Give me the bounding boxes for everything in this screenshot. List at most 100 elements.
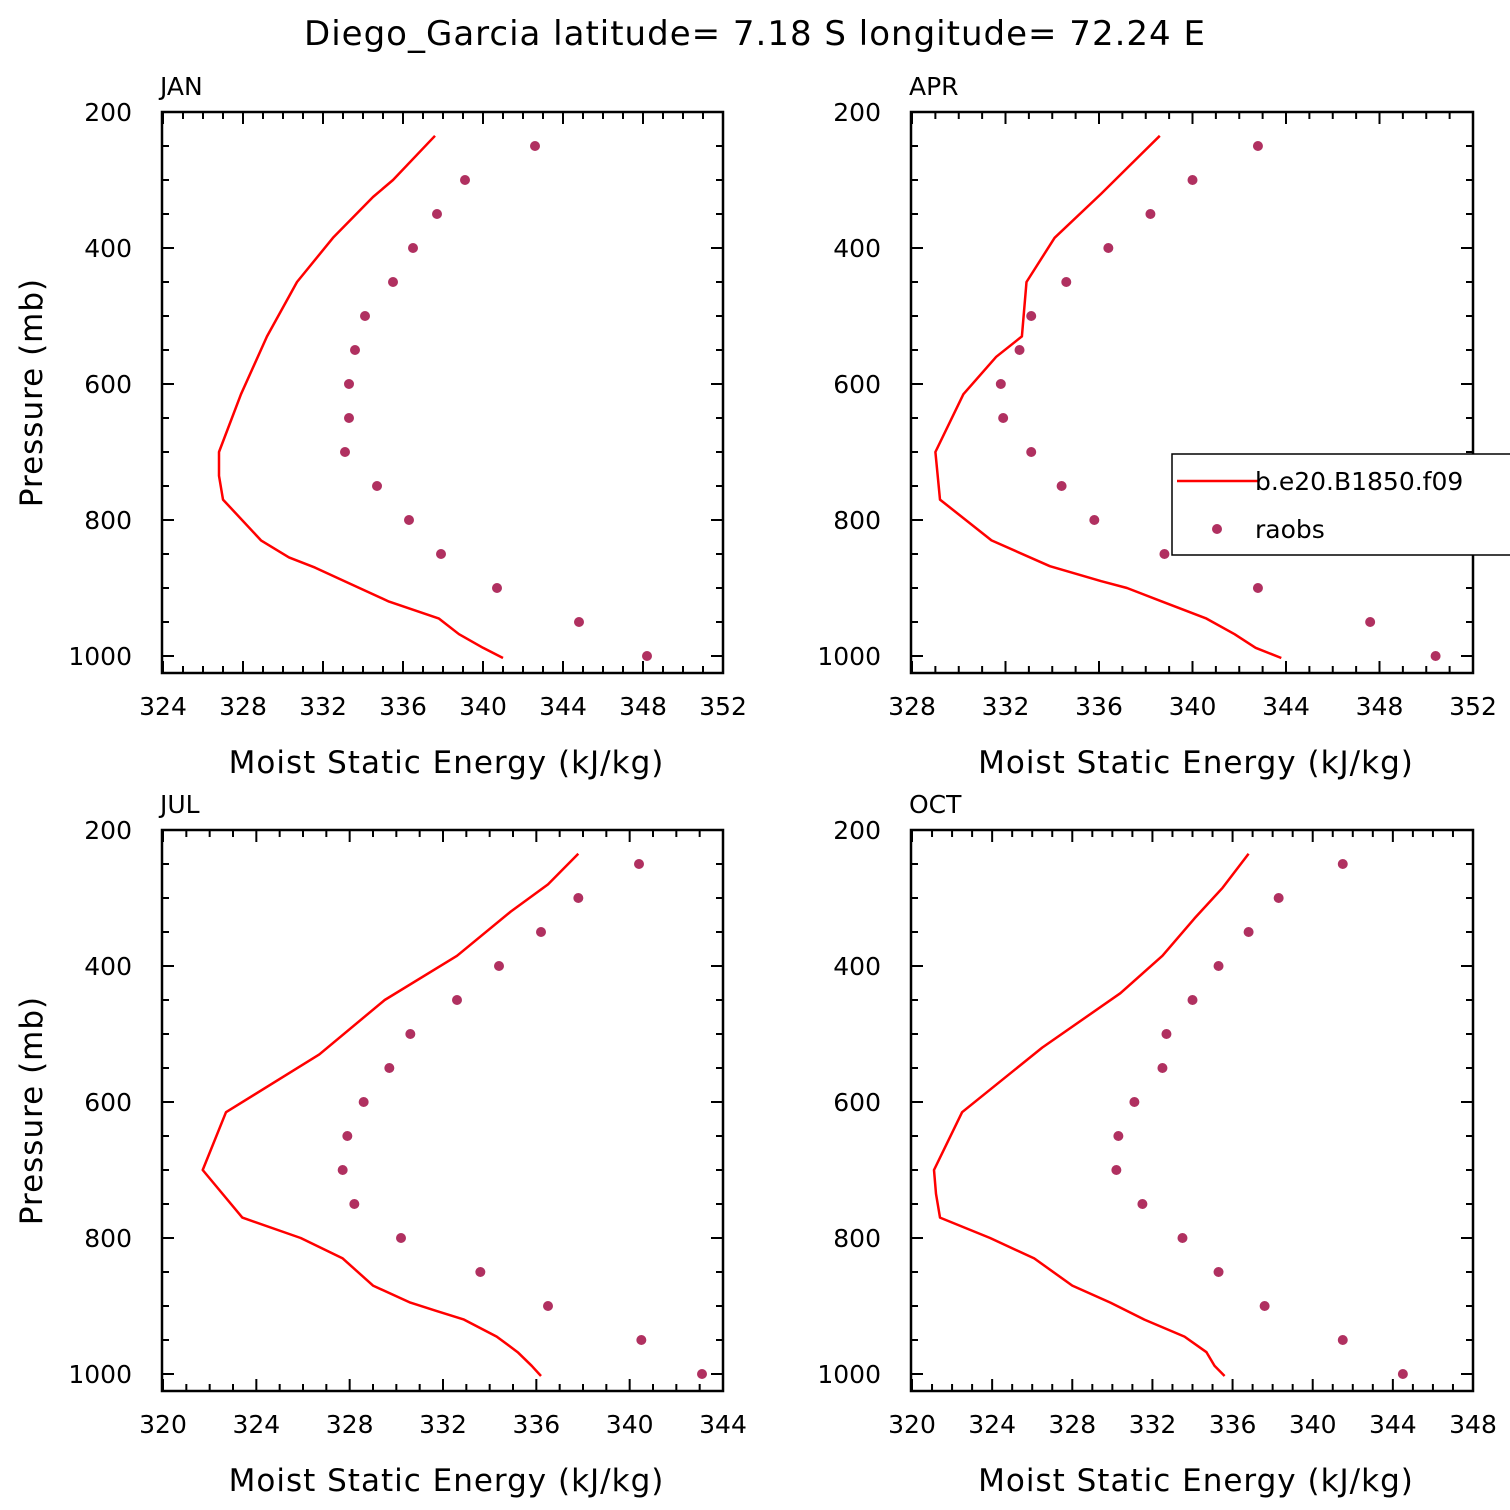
panel-jul: 320 324 328 332 336 340 344 200 400 600 800 1000 JUL… <box>14 790 747 1499</box>
x-axis-label: Moist Static Energy (kJ/kg) <box>229 1463 665 1499</box>
y-tick-label: 1000 <box>68 642 132 671</box>
y-tick-label: 400 <box>84 234 132 263</box>
obs-point <box>460 175 470 185</box>
y-tick-label: 400 <box>833 234 881 263</box>
obs-point <box>1159 549 1170 559</box>
obs-point <box>494 961 504 971</box>
x-tick-label: 320 <box>888 1410 936 1439</box>
obs-point <box>344 379 354 389</box>
legend-entry-obs: raobs <box>1255 515 1325 544</box>
x-tick-label: 336 <box>512 1410 560 1439</box>
x-tick-label: 336 <box>1075 692 1123 721</box>
obs-point <box>340 447 350 457</box>
x-tick-label: 348 <box>1356 692 1404 721</box>
y-tick-label: 200 <box>833 98 881 127</box>
y-tick-label: 1000 <box>817 642 881 671</box>
obs-point <box>1137 1199 1148 1209</box>
x-tick-label: 324 <box>232 1410 280 1439</box>
obs-point <box>1111 1165 1122 1175</box>
y-tick-label: 200 <box>84 98 132 127</box>
obs-point <box>642 651 652 661</box>
x-tick-label: 344 <box>539 692 587 721</box>
x-tick-label: 352 <box>699 692 747 721</box>
obs-point <box>432 209 442 219</box>
y-tick-label: 400 <box>84 952 132 981</box>
obs-point <box>1014 345 1025 355</box>
obs-point <box>573 893 584 903</box>
x-tick-label: 348 <box>619 692 667 721</box>
x-tick-label: 332 <box>982 692 1030 721</box>
y-tick-label: 400 <box>833 952 881 981</box>
obs-point <box>1026 447 1037 457</box>
obs-point <box>1177 1233 1188 1243</box>
obs-point <box>344 413 354 423</box>
x-tick-label: 320 <box>139 1410 187 1439</box>
obs-point <box>436 549 446 559</box>
obs-point <box>530 141 540 151</box>
x-axis-label: Moist Static Energy (kJ/kg) <box>978 1463 1414 1499</box>
obs-point <box>1089 515 1100 525</box>
x-tick-label: 340 <box>606 1410 654 1439</box>
x-tick-label: 328 <box>326 1410 374 1439</box>
x-axis-label: Moist Static Energy (kJ/kg) <box>978 745 1414 781</box>
obs-point <box>1243 927 1254 937</box>
obs-point <box>1273 893 1284 903</box>
obs-point <box>1365 617 1376 627</box>
y-tick-label: 800 <box>833 1224 881 1253</box>
y-tick-label: 800 <box>84 506 132 535</box>
obs-point <box>1187 995 1198 1005</box>
obs-point <box>350 345 360 355</box>
y-tick-label: 800 <box>833 506 881 535</box>
obs-point <box>1056 481 1067 491</box>
obs-point <box>1026 311 1037 321</box>
obs-point <box>404 515 414 525</box>
obs-point <box>1259 1301 1270 1311</box>
x-tick-label: 344 <box>699 1410 747 1439</box>
x-tick-label: 328 <box>1048 1410 1096 1439</box>
x-tick-label: 328 <box>219 692 267 721</box>
obs-point <box>1129 1097 1140 1107</box>
plot-frame <box>909 828 1475 1393</box>
obs-point <box>1397 1369 1408 1379</box>
panel-month-label: JAN <box>158 72 203 101</box>
obs-point <box>405 1029 416 1039</box>
obs-point <box>1103 243 1114 253</box>
x-tick-label: 332 <box>1129 1410 1177 1439</box>
legend: b.e20.B1850.f09 raobs <box>1171 453 1510 556</box>
obs-point <box>1337 859 1348 869</box>
y-axis-label: Pressure (mb) <box>14 996 50 1225</box>
plot-frame <box>160 828 725 1393</box>
x-axis-label: Moist Static Energy (kJ/kg) <box>229 745 665 781</box>
obs-point <box>697 1369 707 1379</box>
x-tick-label: 336 <box>1209 1410 1257 1439</box>
x-tick-label: 340 <box>1169 692 1217 721</box>
obs-point <box>1145 209 1156 219</box>
obs-point <box>1061 277 1072 287</box>
x-tick-label: 352 <box>1449 692 1497 721</box>
obs-point <box>492 583 502 593</box>
obs-point <box>1430 651 1441 661</box>
panel-oct: 320 324 328 332 336 340 344 348 200 400 600 800 1000… <box>817 790 1496 1499</box>
obs-point <box>1157 1063 1168 1073</box>
obs-point <box>358 1097 369 1107</box>
obs-point <box>998 413 1009 423</box>
obs-point <box>384 1063 395 1073</box>
obs-point <box>636 1335 647 1345</box>
obs-point <box>342 1131 353 1141</box>
obs-point <box>408 243 418 253</box>
x-tick-label: 344 <box>1369 1410 1417 1439</box>
obs-point <box>360 311 370 321</box>
obs-point <box>1161 1029 1172 1039</box>
obs-point <box>634 859 644 869</box>
obs-point <box>536 927 546 937</box>
y-tick-label: 600 <box>833 1088 881 1117</box>
series-line-model <box>217 134 504 660</box>
x-tick-label: 328 <box>888 692 936 721</box>
y-tick-label: 600 <box>833 370 881 399</box>
figure-title: Diego_Garcia latitude= 7.18 S longitude=… <box>304 14 1206 54</box>
panel-month-label: JUL <box>158 790 200 819</box>
obs-point <box>337 1165 348 1175</box>
y-tick-label: 600 <box>84 1088 132 1117</box>
obs-point <box>475 1267 486 1277</box>
x-tick-label: 340 <box>1289 1410 1337 1439</box>
